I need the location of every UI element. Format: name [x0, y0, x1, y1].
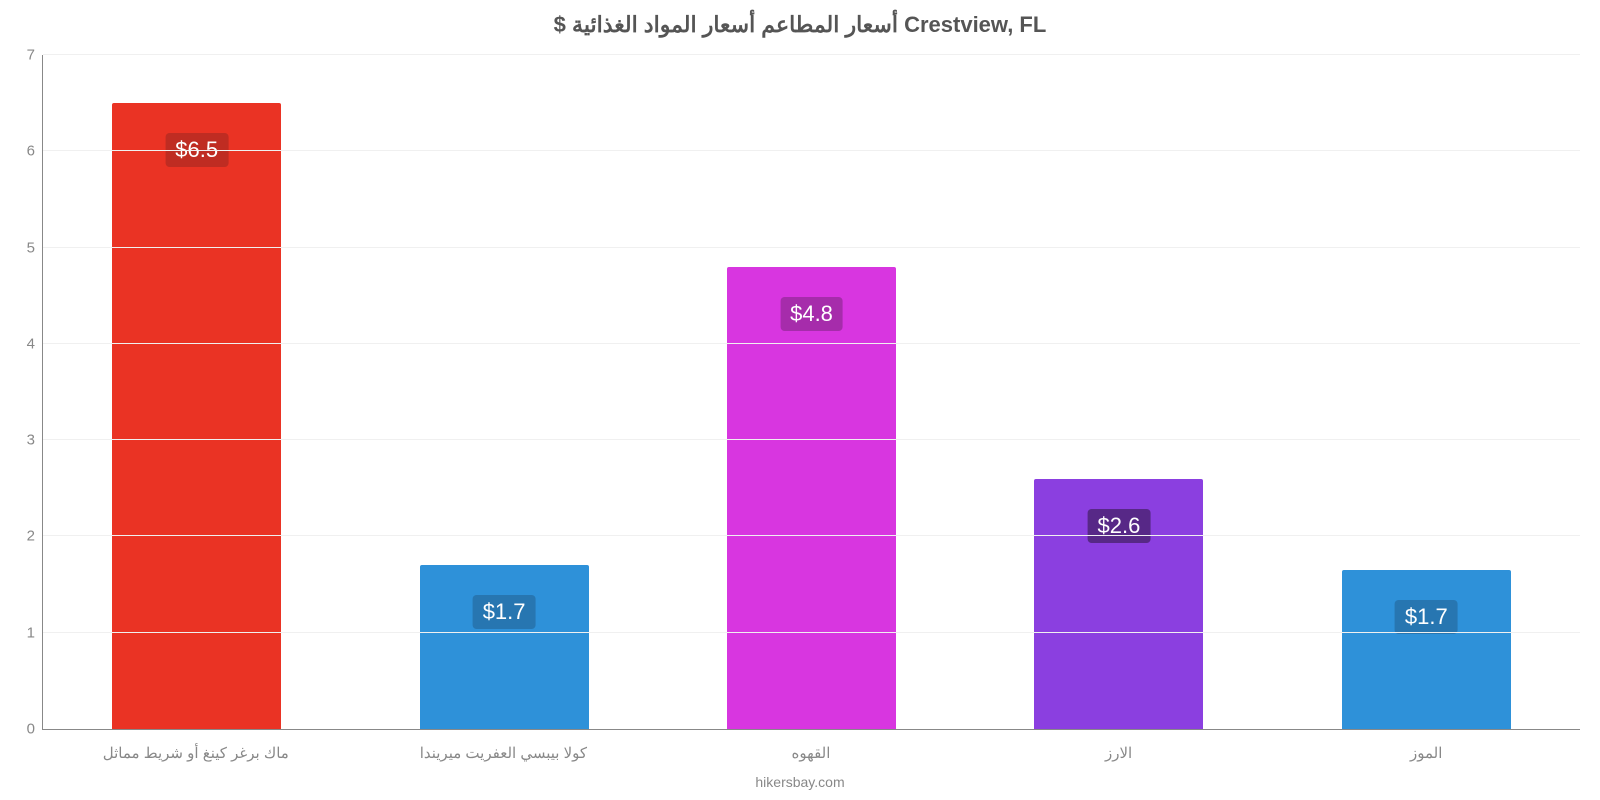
y-tick-label: 6	[27, 143, 43, 160]
bars-container: $6.5 $1.7 $4.8 $2.6 $1.7	[43, 55, 1580, 729]
y-tick-label: 2	[27, 528, 43, 545]
value-badge: $1.7	[473, 595, 536, 629]
value-badge: $1.7	[1395, 600, 1458, 634]
value-badge: $4.8	[780, 297, 843, 331]
x-axis-label: القهوه	[657, 744, 965, 762]
bar-slot: $6.5	[43, 55, 350, 729]
bar: $6.5	[112, 103, 281, 729]
bar: $1.7	[420, 565, 589, 729]
x-axis-label: الموز	[1272, 744, 1580, 762]
gridline	[43, 247, 1580, 248]
bar: $2.6	[1034, 479, 1203, 729]
y-tick-label: 7	[27, 47, 43, 64]
bar-slot: $2.6	[965, 55, 1272, 729]
y-tick-label: 1	[27, 624, 43, 641]
chart-title: $ أسعار المطاعم أسعار المواد الغذائية Cr…	[0, 12, 1600, 38]
y-tick-label: 3	[27, 432, 43, 449]
x-axis-label: كولا بيبسي العفريت ميريندا	[350, 744, 658, 762]
chart-source: hikersbay.com	[0, 774, 1600, 790]
bar-slot: $1.7	[350, 55, 657, 729]
gridline	[43, 150, 1580, 151]
bar: $1.7	[1342, 570, 1511, 729]
gridline	[43, 54, 1580, 55]
value-badge: $2.6	[1088, 509, 1151, 543]
y-tick-label: 0	[27, 721, 43, 738]
price-chart: $ أسعار المطاعم أسعار المواد الغذائية Cr…	[0, 0, 1600, 800]
gridline	[43, 343, 1580, 344]
x-axis-label: الارز	[965, 744, 1273, 762]
bar: $4.8	[727, 267, 896, 729]
gridline	[43, 632, 1580, 633]
y-tick-label: 5	[27, 239, 43, 256]
x-axis-labels: ماك برغر كينغ أو شريط مماثلكولا بيبسي ال…	[42, 744, 1580, 762]
y-tick-label: 4	[27, 335, 43, 352]
bar-slot: $1.7	[1273, 55, 1580, 729]
gridline	[43, 439, 1580, 440]
x-axis-label: ماك برغر كينغ أو شريط مماثل	[42, 744, 350, 762]
bar-slot: $4.8	[658, 55, 965, 729]
plot-area: $6.5$1.7$4.8$2.6$1.7 01234567	[42, 55, 1580, 730]
gridline	[43, 535, 1580, 536]
